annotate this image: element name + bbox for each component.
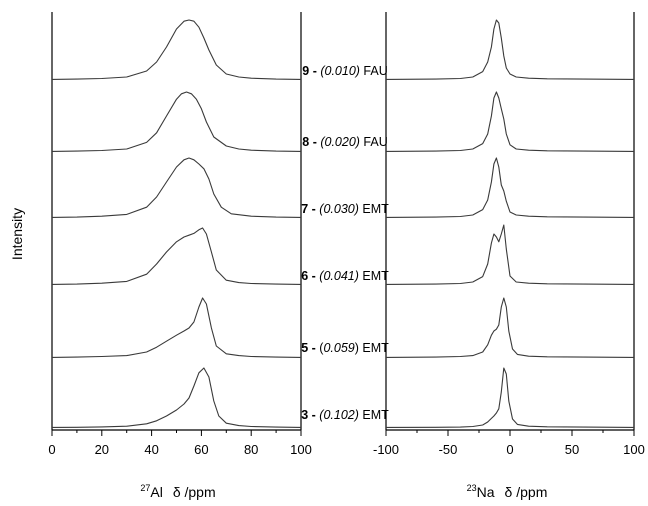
al-spectrum-trace — [51, 157, 302, 218]
al-spectrum-trace — [51, 19, 302, 80]
na-nucleus: Na — [477, 484, 495, 500]
na-tick-label: -50 — [439, 442, 458, 457]
sample-number: 3 — [301, 408, 308, 422]
al-isotope-superscript: 27 — [140, 483, 150, 493]
al-spectrum-trace — [51, 367, 302, 428]
na-spectrum-trace — [385, 19, 635, 80]
al-tick-label: 0 — [48, 442, 55, 457]
al-tick-label: 20 — [95, 442, 109, 457]
al-x-axis-title: 27Al δ /ppm — [140, 483, 215, 500]
al-spectrum-trace — [51, 227, 302, 285]
al-spectrum-trace — [51, 297, 302, 358]
sample-phase: EMT — [359, 269, 389, 283]
sample-ratio: (0.102) — [319, 408, 359, 422]
al-tick-label: 40 — [144, 442, 158, 457]
sample-label: 6 - (0.041) EMT — [301, 269, 389, 283]
na-spectrum-trace — [385, 367, 635, 428]
ratio-close: ) — [355, 341, 359, 355]
sample-ratio: (0.030) — [319, 202, 359, 216]
sample-separator: - — [308, 341, 319, 355]
na-spectrum-trace — [385, 297, 635, 358]
sample-phase: EMT — [359, 408, 389, 422]
sample-ratio: 0.059 — [323, 341, 354, 355]
sample-number: 6 — [301, 269, 308, 283]
sample-separator: - — [309, 135, 320, 149]
sample-ratio: (0.041) — [319, 269, 359, 283]
sample-number: 9 — [302, 64, 309, 78]
na-tick-label: 50 — [565, 442, 579, 457]
na-isotope-superscript: 23 — [467, 483, 477, 493]
na-tick-label: 0 — [506, 442, 513, 457]
sample-phase: FAU — [360, 64, 388, 78]
na-tick-label: 100 — [623, 442, 645, 457]
sample-separator: - — [308, 408, 319, 422]
sample-label: 9 - (0.010) FAU — [302, 64, 387, 78]
sample-separator: - — [308, 269, 319, 283]
na-tick-label: -100 — [373, 442, 399, 457]
sample-label: 5 - (0.059) EMT — [301, 341, 389, 355]
sample-phase: FAU — [360, 135, 388, 149]
al-unit-label: δ /ppm — [173, 484, 216, 500]
y-axis-title: Intensity — [9, 208, 25, 260]
sample-number: 5 — [301, 341, 308, 355]
sample-label: 7 - (0.030) EMT — [301, 202, 389, 216]
al-tick-label: 100 — [290, 442, 312, 457]
sample-phase: EMT — [359, 341, 389, 355]
na-x-axis-title: 23Na δ /ppm — [467, 483, 548, 500]
sample-separator: - — [308, 202, 319, 216]
na-spectrum-trace — [385, 157, 635, 218]
al-tick-label: 80 — [244, 442, 258, 457]
sample-ratio: (0.020) — [320, 135, 360, 149]
na-unit-label: δ /ppm — [505, 484, 548, 500]
al-spectrum-trace — [51, 91, 302, 152]
ratio-open: ( — [319, 341, 324, 355]
na-spectrum-trace — [385, 224, 635, 285]
sample-separator: - — [309, 64, 320, 78]
sample-number: 8 — [302, 135, 309, 149]
al-tick-label: 60 — [194, 442, 208, 457]
sample-label: 3 - (0.102) EMT — [301, 408, 389, 422]
sample-ratio: (0.010) — [320, 64, 360, 78]
sample-number: 7 — [301, 202, 308, 216]
sample-phase: EMT — [359, 202, 389, 216]
sample-label: 8 - (0.020) FAU — [302, 135, 387, 149]
na23-spectra-panel: -100 -50 0 50 100 — [373, 12, 645, 457]
al-nucleus: Al — [150, 484, 162, 500]
al27-spectra-panel: 0 20 40 60 80 100 — [48, 12, 312, 457]
na-spectrum-trace — [385, 91, 635, 152]
